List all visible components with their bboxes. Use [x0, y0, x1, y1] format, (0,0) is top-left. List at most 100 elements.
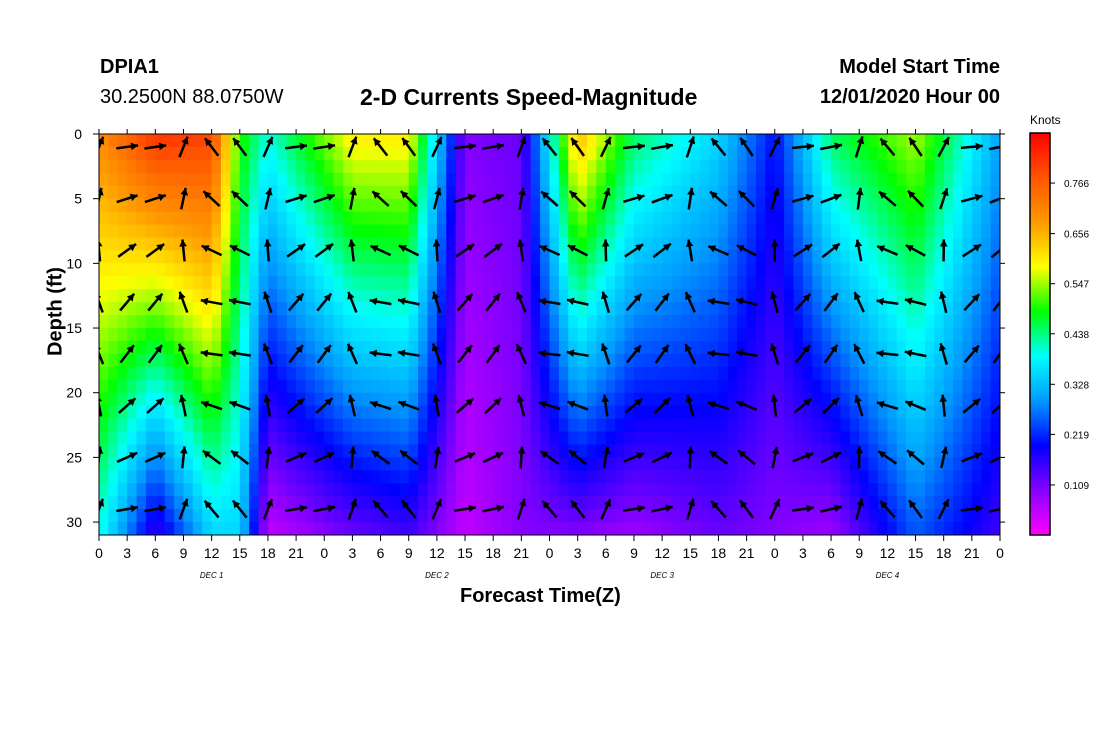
- heatmap-cell: [136, 250, 147, 264]
- heatmap-cell: [174, 483, 185, 497]
- heatmap-cell: [408, 457, 419, 471]
- heatmap-cell: [840, 211, 851, 226]
- heatmap-cell: [934, 379, 945, 394]
- heatmap-cell: [821, 289, 832, 303]
- heatmap-cell: [990, 211, 1000, 226]
- heatmap-cell: [314, 276, 325, 290]
- heatmap-cell: [117, 185, 128, 200]
- current-arrow: [369, 400, 392, 411]
- heatmap-cell: [906, 146, 917, 161]
- heatmap-cell: [877, 315, 888, 329]
- heatmap-cell: [953, 431, 964, 446]
- heatmap-cell: [821, 457, 832, 471]
- heatmap-cell: [164, 353, 175, 368]
- current-arrow: [116, 451, 138, 463]
- heatmap-cell: [474, 392, 485, 407]
- heatmap-cell: [877, 483, 888, 497]
- heatmap-cell: [117, 483, 128, 497]
- heatmap-cell: [671, 457, 682, 471]
- heatmap-cell: [821, 159, 832, 174]
- heatmap-cell: [380, 405, 391, 420]
- heatmap-cell: [971, 237, 982, 252]
- heatmap-cell: [662, 276, 673, 290]
- heatmap-cell: [361, 418, 372, 433]
- heatmap-cell: [746, 418, 757, 433]
- heatmap-cell: [136, 470, 147, 484]
- heatmap-cell: [108, 483, 119, 497]
- heatmap-cell: [324, 185, 335, 200]
- heatmap-cell: [812, 418, 823, 433]
- heatmap-cell: [558, 185, 569, 200]
- current-arrow: [623, 193, 645, 203]
- heatmap-cell: [568, 470, 579, 484]
- heatmap-cell: [361, 444, 372, 458]
- heatmap-cell: [221, 159, 231, 174]
- heatmap-cell: [427, 496, 438, 510]
- heatmap-cell: [230, 457, 241, 471]
- heatmap-cell: [577, 172, 588, 187]
- heatmap-cell: [849, 302, 860, 316]
- heatmap-cell: [699, 250, 710, 264]
- heatmap-cell: [192, 522, 203, 535]
- heatmap-cell: [174, 224, 185, 239]
- heatmap-cell: [211, 263, 222, 277]
- current-arrow: [399, 449, 419, 466]
- heatmap-cell: [737, 263, 748, 277]
- heatmap-cell: [455, 237, 466, 252]
- heatmap-cell: [558, 509, 569, 523]
- current-arrow: [517, 446, 526, 469]
- heatmap-cell: [258, 250, 269, 264]
- heatmap-cell: [690, 522, 701, 535]
- heatmap-cell: [286, 392, 297, 407]
- heatmap-cell: [981, 185, 992, 200]
- heatmap-cell: [493, 418, 504, 433]
- heatmap-cell: [343, 276, 354, 290]
- heatmap-cell: [774, 444, 785, 458]
- heatmap-cell: [671, 237, 682, 252]
- heatmap-cell: [587, 405, 598, 420]
- heatmap-cell: [493, 353, 504, 368]
- heatmap-cell: [784, 289, 795, 303]
- heatmap-cell: [267, 405, 278, 420]
- heatmap-cell: [324, 366, 335, 381]
- heatmap-cell: [849, 392, 860, 407]
- heatmap-cell: [802, 405, 813, 420]
- heatmap-cell: [831, 509, 842, 523]
- colorbar-unit: Knots: [1030, 113, 1061, 127]
- heatmap-cell: [465, 263, 476, 277]
- heatmap-cell: [483, 470, 494, 484]
- heatmap-cell: [577, 522, 588, 535]
- heatmap-cell: [296, 159, 307, 174]
- heatmap-cell: [202, 444, 213, 458]
- heatmap-cell: [408, 470, 419, 484]
- heatmap-cell: [877, 353, 888, 368]
- heatmap-cell: [145, 289, 156, 303]
- heatmap-cell: [765, 276, 776, 290]
- heatmap-cell: [784, 405, 795, 420]
- colorbar-tick-label: 0.656: [1064, 230, 1089, 241]
- heatmap-cell: [662, 496, 673, 510]
- heatmap-cell: [155, 353, 166, 368]
- heatmap-cell: [737, 405, 748, 420]
- heatmap-cell: [127, 302, 138, 316]
- heatmap-cell: [615, 496, 626, 510]
- heatmap-cell: [164, 302, 175, 316]
- heatmap-cell: [521, 457, 532, 471]
- heatmap-cell: [211, 185, 222, 200]
- heatmap-cell: [314, 418, 325, 433]
- heatmap-cell: [549, 379, 560, 394]
- heatmap-cell: [690, 418, 701, 433]
- heatmap-cell: [408, 353, 419, 368]
- heatmap-cell: [755, 172, 766, 187]
- heatmap-cell: [164, 405, 175, 420]
- heatmap-cell: [483, 185, 494, 200]
- heatmap-cell: [202, 328, 213, 342]
- heatmap-cell: [249, 159, 260, 174]
- heatmap-cell: [643, 444, 654, 458]
- heatmap-cell: [662, 418, 673, 433]
- heatmap-cell: [558, 315, 569, 329]
- heatmap-cell: [718, 250, 729, 264]
- heatmap-cell: [202, 302, 213, 316]
- heatmap-cell: [446, 134, 457, 148]
- heatmap-cell: [521, 431, 532, 446]
